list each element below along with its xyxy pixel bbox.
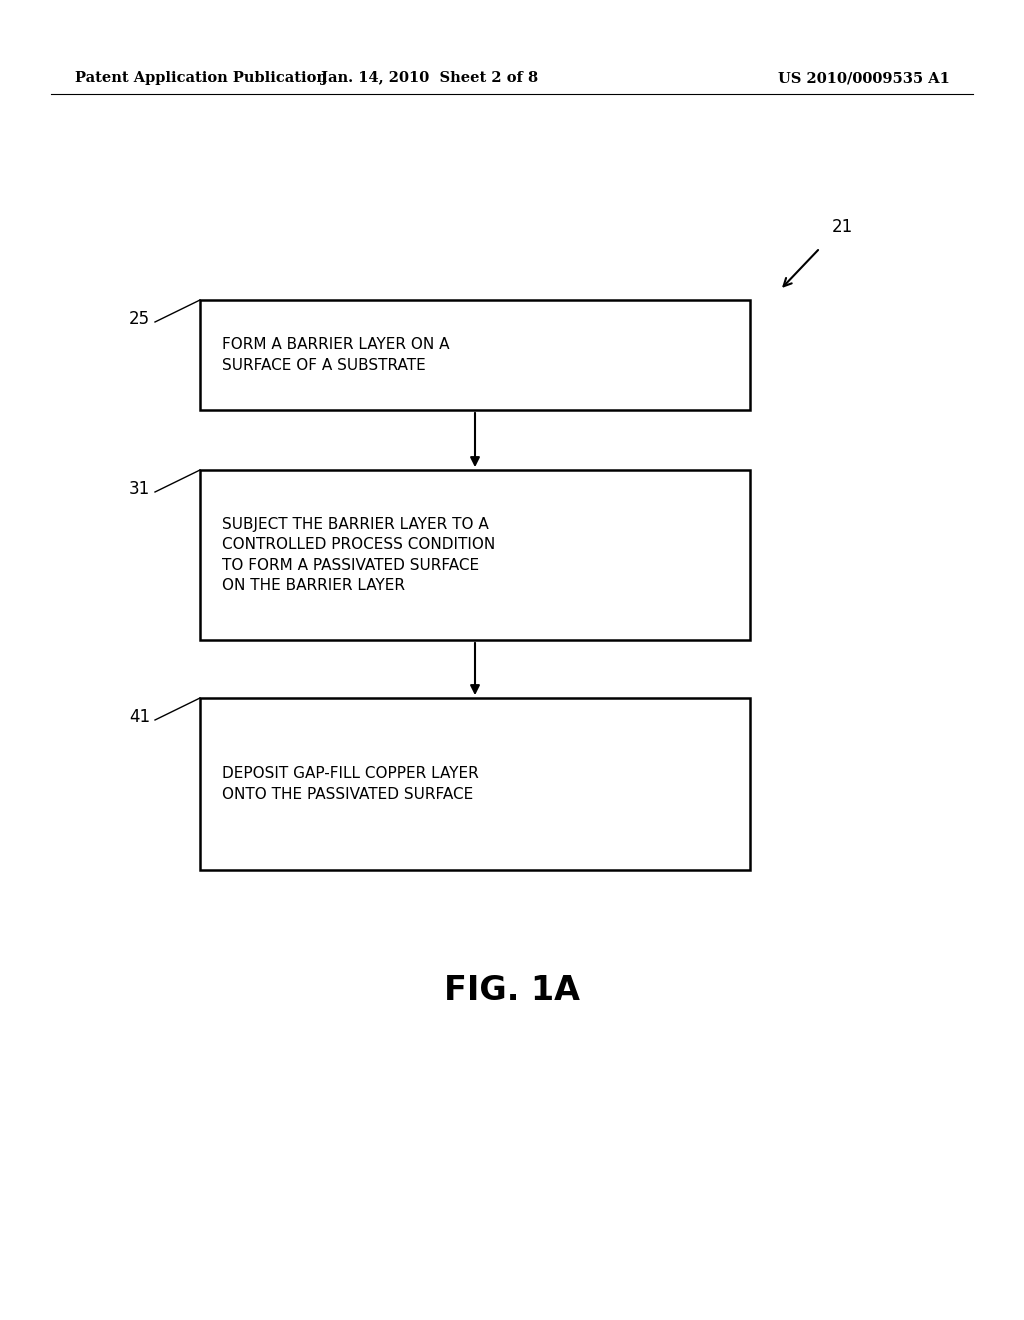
Text: Patent Application Publication: Patent Application Publication bbox=[75, 71, 327, 84]
Text: SUBJECT THE BARRIER LAYER TO A
CONTROLLED PROCESS CONDITION
TO FORM A PASSIVATED: SUBJECT THE BARRIER LAYER TO A CONTROLLE… bbox=[222, 517, 496, 593]
Text: US 2010/0009535 A1: US 2010/0009535 A1 bbox=[778, 71, 950, 84]
Text: FIG. 1A: FIG. 1A bbox=[444, 974, 580, 1006]
Text: 25: 25 bbox=[129, 310, 150, 327]
Text: FORM A BARRIER LAYER ON A
SURFACE OF A SUBSTRATE: FORM A BARRIER LAYER ON A SURFACE OF A S… bbox=[222, 338, 450, 372]
Bar bbox=[200, 300, 750, 411]
Text: 21: 21 bbox=[831, 218, 853, 236]
Bar bbox=[200, 698, 750, 870]
Text: 31: 31 bbox=[129, 480, 150, 498]
Bar bbox=[200, 470, 750, 640]
Text: Jan. 14, 2010  Sheet 2 of 8: Jan. 14, 2010 Sheet 2 of 8 bbox=[322, 71, 539, 84]
Text: 41: 41 bbox=[129, 708, 150, 726]
Text: DEPOSIT GAP-FILL COPPER LAYER
ONTO THE PASSIVATED SURFACE: DEPOSIT GAP-FILL COPPER LAYER ONTO THE P… bbox=[222, 767, 479, 801]
